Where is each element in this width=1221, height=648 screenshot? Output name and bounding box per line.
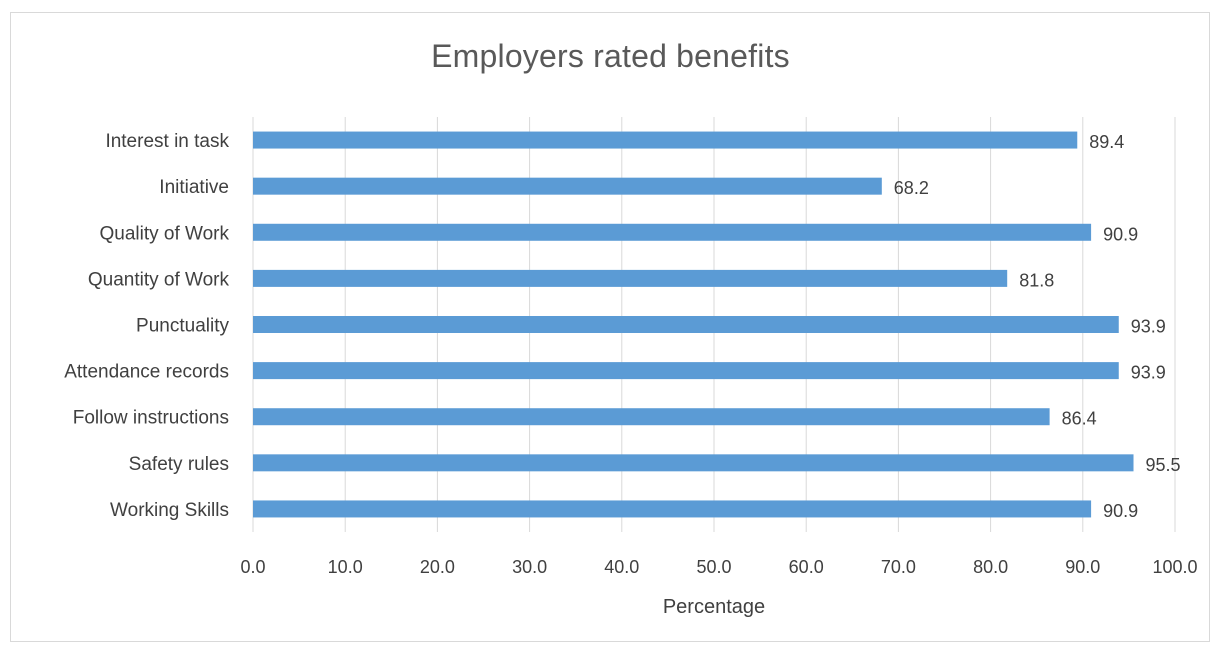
data-label: 90.9 — [1103, 501, 1138, 521]
category-label: Initiative — [159, 177, 229, 198]
x-tick-label: 100.0 — [1152, 557, 1197, 577]
bar — [253, 454, 1134, 472]
x-axis-title: Percentage — [663, 596, 765, 618]
chart-title: Employers rated benefits — [431, 38, 790, 74]
bar — [253, 408, 1050, 426]
category-label: Safety rules — [129, 454, 229, 475]
x-tick-label: 60.0 — [789, 557, 824, 577]
data-label: 93.9 — [1131, 317, 1166, 337]
x-tick-label: 10.0 — [328, 557, 363, 577]
category-label: Attendance records — [64, 362, 229, 383]
x-tick-label: 90.0 — [1065, 557, 1100, 577]
bar — [253, 177, 882, 195]
bar — [253, 223, 1092, 241]
x-tick-label: 40.0 — [604, 557, 639, 577]
x-tick-label: 80.0 — [973, 557, 1008, 577]
category-label: Quality of Work — [99, 223, 229, 244]
data-label: 86.4 — [1062, 409, 1097, 429]
category-label: Follow instructions — [73, 408, 229, 429]
x-tick-label: 20.0 — [420, 557, 455, 577]
data-label: 81.8 — [1019, 270, 1054, 290]
category-label: Punctuality — [136, 316, 229, 337]
data-label: 68.2 — [894, 178, 929, 198]
bar — [253, 500, 1092, 518]
category-label: Quantity of Work — [88, 269, 230, 290]
bar — [253, 316, 1119, 333]
x-tick-label: 0.0 — [240, 557, 265, 577]
category-label: Working Skills — [110, 500, 229, 521]
bar — [253, 269, 1008, 287]
data-label: 95.5 — [1146, 455, 1181, 475]
x-tick-label: 50.0 — [696, 557, 731, 577]
x-tick-label: 70.0 — [881, 557, 916, 577]
x-tick-label: 30.0 — [512, 557, 547, 577]
bar — [253, 131, 1078, 149]
data-label: 90.9 — [1103, 224, 1138, 244]
data-label: 93.9 — [1131, 363, 1166, 383]
bar — [253, 362, 1119, 380]
data-label: 89.4 — [1089, 132, 1124, 152]
category-label: Interest in task — [105, 131, 229, 152]
